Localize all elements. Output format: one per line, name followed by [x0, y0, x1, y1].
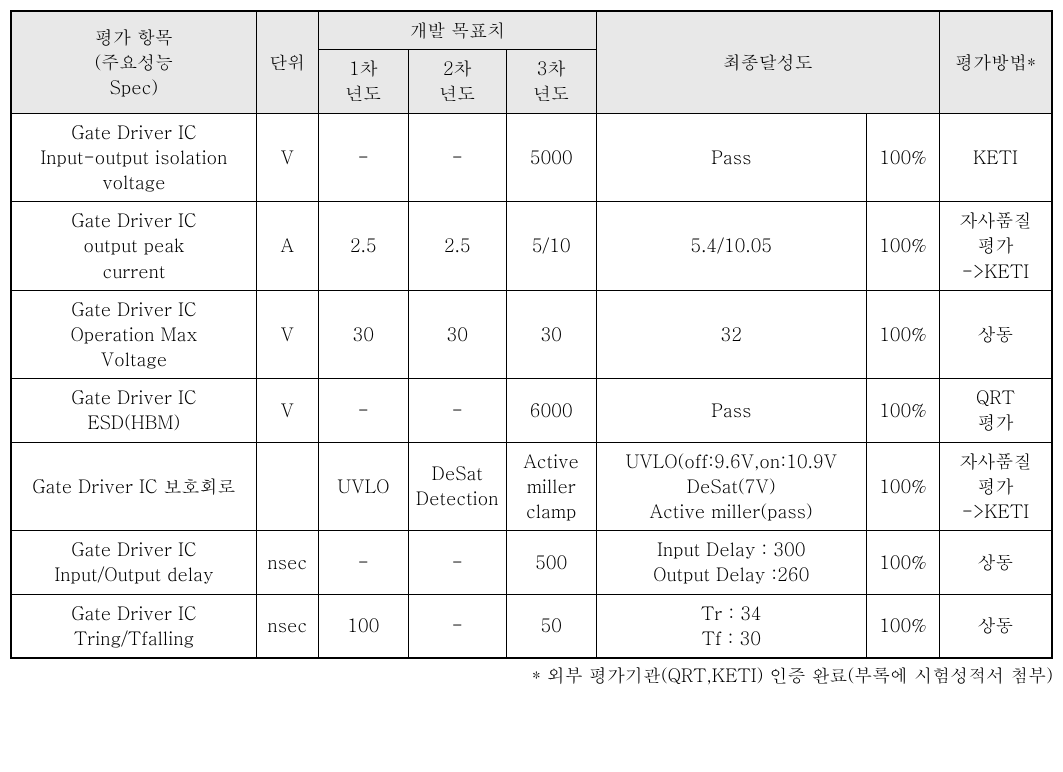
- cell-spec: Gate Driver ICESD(HBM): [11, 379, 256, 442]
- cell-unit: V: [256, 379, 318, 442]
- header-target-group: 개발 목표치: [318, 11, 596, 50]
- header-year2: 2차년도: [408, 50, 506, 113]
- table-header: 평가 항목(주요성능Spec) 단위 개발 목표치 최종달성도 평가방법* 1차…: [11, 11, 1052, 113]
- cell-year2: -: [408, 113, 506, 202]
- cell-year2: 30: [408, 290, 506, 379]
- cell-method: 자사품질평가->KETI: [939, 442, 1052, 531]
- cell-spec: Gate Driver ICInput-output isolationvolt…: [11, 113, 256, 202]
- cell-percent: 100%: [866, 113, 939, 202]
- cell-year1: -: [318, 531, 408, 594]
- cell-year1: -: [318, 379, 408, 442]
- cell-year3: 50: [506, 594, 596, 658]
- cell-method: 상동: [939, 290, 1052, 379]
- cell-unit: V: [256, 113, 318, 202]
- cell-spec: Gate Driver ICoutput peakcurrent: [11, 202, 256, 291]
- cell-year2: -: [408, 379, 506, 442]
- cell-year1: 30: [318, 290, 408, 379]
- cell-year1: -: [318, 113, 408, 202]
- cell-unit: V: [256, 290, 318, 379]
- cell-result: Pass: [596, 113, 866, 202]
- spec-table: 평가 항목(주요성능Spec) 단위 개발 목표치 최종달성도 평가방법* 1차…: [10, 10, 1053, 659]
- cell-spec: Gate Driver ICInput/Output delay: [11, 531, 256, 594]
- cell-year2: -: [408, 594, 506, 658]
- footnote: * 외부 평가기관(QRT,KETI) 인증 완료(부록에 시험성적서 첨부): [10, 659, 1053, 688]
- cell-year3: 6000: [506, 379, 596, 442]
- cell-method: 상동: [939, 531, 1052, 594]
- cell-method: 상동: [939, 594, 1052, 658]
- cell-spec: Gate Driver IC 보호회로: [11, 442, 256, 531]
- cell-result: 32: [596, 290, 866, 379]
- cell-year3: Activemillerclamp: [506, 442, 596, 531]
- cell-year1: 2.5: [318, 202, 408, 291]
- cell-year3: 30: [506, 290, 596, 379]
- cell-unit: A: [256, 202, 318, 291]
- cell-method: KETI: [939, 113, 1052, 202]
- cell-unit: nsec: [256, 594, 318, 658]
- cell-spec: Gate Driver ICTring/Tfalling: [11, 594, 256, 658]
- table-row: Gate Driver IC 보호회로 UVLODeSatDetectionAct…: [11, 442, 1052, 531]
- cell-result: Pass: [596, 379, 866, 442]
- cell-result: 5.4/10.05: [596, 202, 866, 291]
- header-spec: 평가 항목(주요성능Spec): [11, 11, 256, 113]
- cell-year3: 5/10: [506, 202, 596, 291]
- cell-percent: 100%: [866, 290, 939, 379]
- cell-result: Input Delay : 300Output Delay :260: [596, 531, 866, 594]
- cell-year2: -: [408, 531, 506, 594]
- table-body: Gate Driver ICInput-output isolationvolt…: [11, 113, 1052, 658]
- spec-table-wrapper: 평가 항목(주요성능Spec) 단위 개발 목표치 최종달성도 평가방법* 1차…: [10, 10, 1053, 659]
- header-result: 최종달성도: [596, 11, 939, 113]
- cell-year3: 500: [506, 531, 596, 594]
- table-row: Gate Driver ICInput-output isolationvolt…: [11, 113, 1052, 202]
- table-row: Gate Driver ICInput/Output delaynsec--50…: [11, 531, 1052, 594]
- table-row: Gate Driver ICoutput peakcurrentA2.52.55…: [11, 202, 1052, 291]
- cell-percent: 100%: [866, 531, 939, 594]
- cell-percent: 100%: [866, 594, 939, 658]
- cell-year1: 100: [318, 594, 408, 658]
- header-year3: 3차년도: [506, 50, 596, 113]
- cell-result: Tr : 34Tf : 30: [596, 594, 866, 658]
- header-year1: 1차년도: [318, 50, 408, 113]
- cell-spec: Gate Driver ICOperation MaxVoltage: [11, 290, 256, 379]
- cell-year2: DeSatDetection: [408, 442, 506, 531]
- table-row: Gate Driver ICOperation MaxVoltageV30303…: [11, 290, 1052, 379]
- header-method: 평가방법*: [939, 11, 1052, 113]
- cell-method: QRT평가: [939, 379, 1052, 442]
- cell-year2: 2.5: [408, 202, 506, 291]
- cell-unit: [256, 442, 318, 531]
- cell-percent: 100%: [866, 442, 939, 531]
- cell-unit: nsec: [256, 531, 318, 594]
- cell-year1: UVLO: [318, 442, 408, 531]
- table-row: Gate Driver ICESD(HBM)V--6000Pass100%QRT…: [11, 379, 1052, 442]
- cell-percent: 100%: [866, 202, 939, 291]
- cell-year3: 5000: [506, 113, 596, 202]
- table-row: Gate Driver ICTring/Tfallingnsec100-50Tr…: [11, 594, 1052, 658]
- cell-percent: 100%: [866, 379, 939, 442]
- cell-result: UVLO(off:9.6V,on:10.9VDeSat(7V)Active mi…: [596, 442, 866, 531]
- header-unit: 단위: [256, 11, 318, 113]
- cell-method: 자사품질평가->KETI: [939, 202, 1052, 291]
